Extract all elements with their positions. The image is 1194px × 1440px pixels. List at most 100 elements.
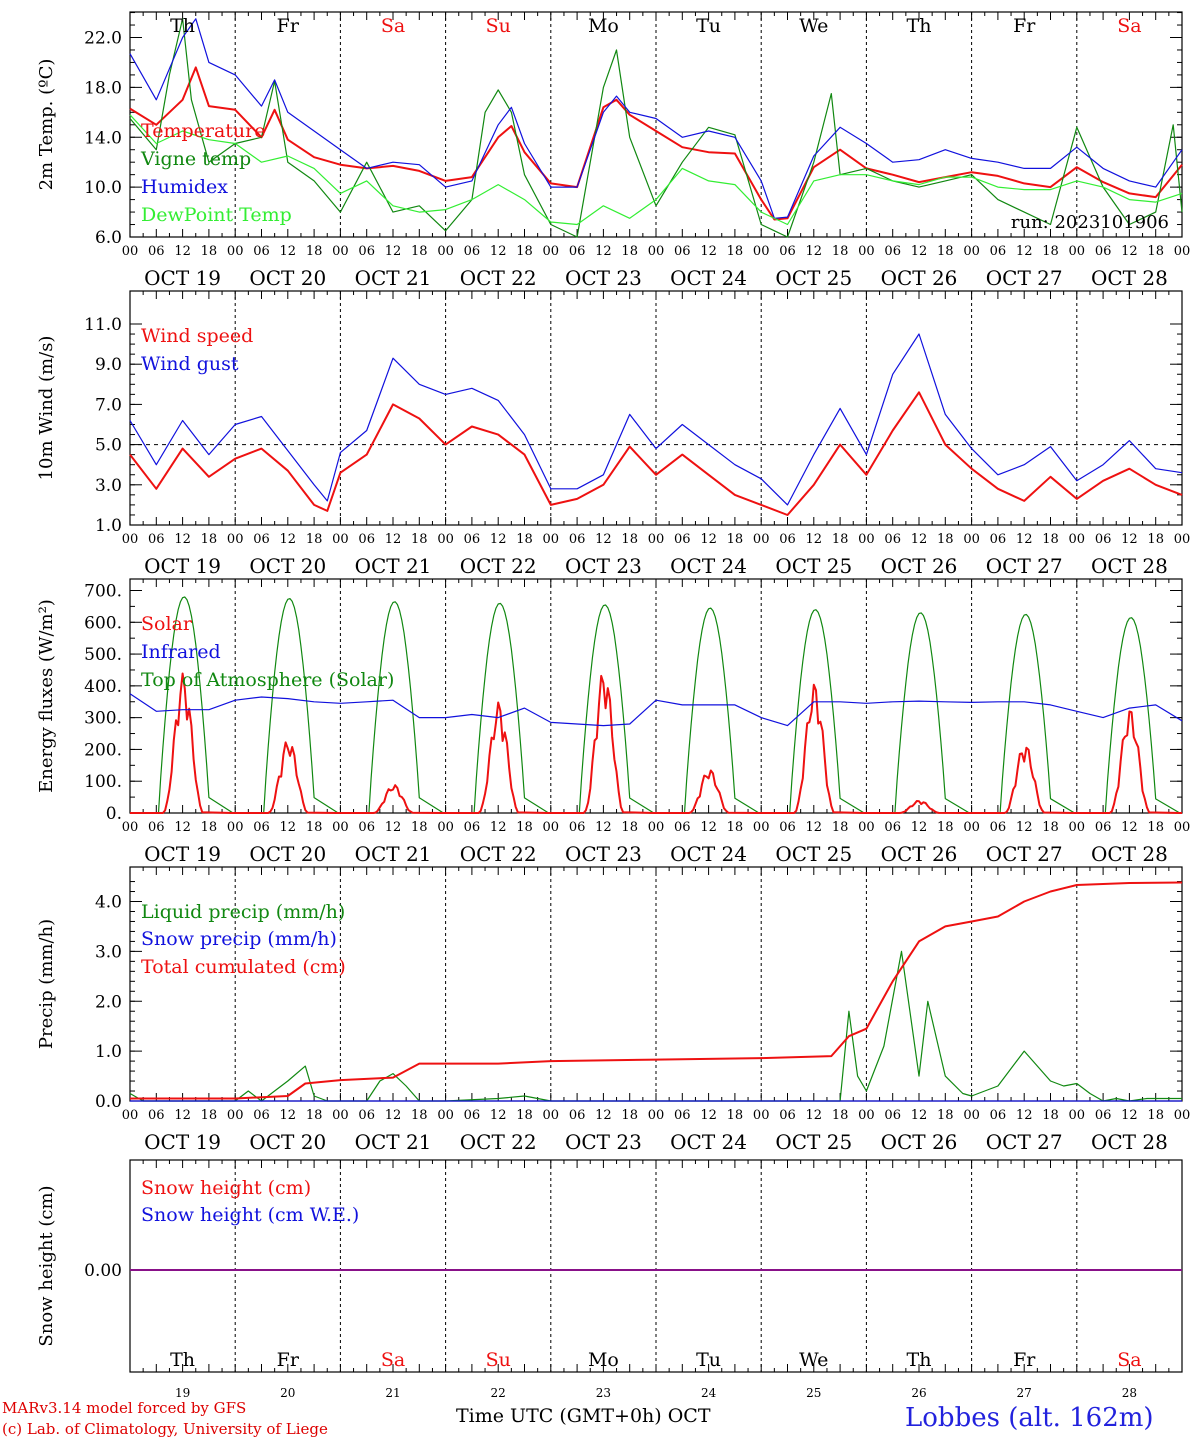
hour-tick-label: 06 (884, 820, 901, 835)
hour-tick-label: 12 (1016, 820, 1033, 835)
day-number-label: 23 (596, 1386, 611, 1400)
hour-tick-label: 12 (280, 532, 297, 547)
hour-tick-label: 06 (990, 244, 1007, 259)
hour-tick-label: 18 (201, 532, 218, 547)
y-tick-label: 11.0 (84, 315, 122, 335)
hour-tick-label: 12 (490, 244, 507, 259)
date-label: OCT 24 (670, 842, 747, 866)
model-credit: MARv3.14 model forced by GFS (2, 1399, 247, 1417)
hour-tick-label: 18 (937, 1108, 954, 1123)
y-tick-label: 500. (84, 645, 122, 665)
hour-tick-label: 06 (253, 820, 270, 835)
hour-tick-label: 00 (122, 244, 139, 259)
hour-tick-label: 18 (201, 244, 218, 259)
hour-tick-label: 06 (1095, 820, 1112, 835)
day-number-label: 21 (385, 1386, 400, 1400)
hour-tick-label: 18 (832, 532, 849, 547)
hour-tick-label: 18 (306, 244, 323, 259)
hour-tick-label: 12 (806, 820, 823, 835)
hour-tick-label: 06 (779, 820, 796, 835)
hour-tick-label: 12 (280, 820, 297, 835)
date-label: OCT 27 (986, 554, 1063, 578)
hour-tick-label: 06 (148, 820, 165, 835)
day-number-label: 22 (491, 1386, 506, 1400)
legend-1: Snow height (cm) (141, 1177, 311, 1199)
weekday-label: Fr (1013, 15, 1036, 37)
hour-tick-label: 06 (990, 820, 1007, 835)
y-tick-label: 100. (84, 772, 122, 792)
hour-tick-label: 06 (674, 820, 691, 835)
hour-tick-label: 00 (648, 532, 665, 547)
date-label: OCT 27 (986, 266, 1063, 290)
hour-tick-label: 00 (648, 1108, 665, 1123)
date-label: OCT 20 (249, 554, 326, 578)
weekday-label: Th (170, 1349, 195, 1371)
y-tick-label: 600. (84, 613, 122, 633)
weekday-label: Mo (588, 15, 619, 37)
y-tick-label: 3.0 (95, 476, 122, 496)
hour-tick-label: 00 (963, 820, 980, 835)
hour-tick-label: 12 (911, 820, 928, 835)
hour-tick-label: 00 (1174, 532, 1191, 547)
hour-tick-label: 00 (1069, 532, 1086, 547)
hour-tick-label: 06 (464, 532, 481, 547)
hour-tick-label: 18 (1042, 1108, 1059, 1123)
weekday-label: Su (486, 1349, 511, 1371)
hour-tick-label: 18 (621, 532, 638, 547)
weekday-label: Tu (696, 1349, 721, 1371)
date-label: OCT 24 (670, 266, 747, 290)
date-label: OCT 24 (670, 1130, 747, 1154)
date-label: OCT 19 (144, 266, 221, 290)
hour-tick-label: 00 (648, 244, 665, 259)
hour-tick-label: 00 (1069, 820, 1086, 835)
hour-tick-label: 00 (437, 244, 454, 259)
date-label: OCT 25 (775, 1130, 852, 1154)
hour-tick-label: 12 (700, 820, 717, 835)
hour-tick-label: 18 (937, 532, 954, 547)
date-label: OCT 26 (881, 1130, 958, 1154)
series-line-red (130, 672, 1182, 814)
hour-tick-label: 12 (385, 820, 402, 835)
hour-tick-label: 18 (411, 244, 428, 259)
date-label: OCT 22 (460, 842, 537, 866)
date-label: OCT 23 (565, 842, 642, 866)
y-axis-label: 2m Temp. (ºC) (36, 59, 57, 191)
hour-tick-label: 06 (1095, 244, 1112, 259)
date-label: OCT 25 (775, 842, 852, 866)
y-tick-label: 6.0 (95, 228, 122, 248)
y-tick-label: 22.0 (84, 29, 122, 49)
legend-2: Vigne temp (140, 148, 251, 170)
weekday-label: Su (486, 15, 511, 37)
series-line-lightgreen (129, 114, 1183, 226)
hour-tick-label: 12 (385, 532, 402, 547)
legend-1: Liquid precip (mm/h) (141, 901, 345, 923)
legend-2: Infrared (141, 641, 221, 663)
hour-tick-label: 00 (648, 820, 665, 835)
hour-tick-label: 00 (122, 532, 139, 547)
hour-tick-label: 00 (543, 1108, 560, 1123)
hour-tick-label: 18 (727, 244, 744, 259)
hour-tick-label: 00 (227, 244, 244, 259)
hour-tick-label: 06 (990, 1108, 1007, 1123)
hour-tick-label: 12 (174, 532, 191, 547)
hour-tick-label: 12 (806, 244, 823, 259)
hour-tick-label: 12 (385, 244, 402, 259)
station-label: Lobbes (alt. 162m) (905, 1403, 1154, 1433)
hour-tick-label: 12 (700, 244, 717, 259)
day-number-label: 27 (1017, 1386, 1032, 1400)
day-number-label: 20 (280, 1386, 295, 1400)
legend-4: DewPoint Temp (141, 204, 292, 226)
date-label: OCT 26 (881, 266, 958, 290)
hour-tick-label: 18 (937, 244, 954, 259)
date-label: OCT 28 (1091, 842, 1168, 866)
hour-tick-label: 00 (1174, 244, 1191, 259)
hour-tick-label: 00 (753, 244, 770, 259)
hour-tick-label: 06 (884, 1108, 901, 1123)
hour-tick-label: 18 (1147, 244, 1164, 259)
hour-tick-label: 12 (1121, 820, 1138, 835)
y-tick-label: 1.0 (95, 1042, 122, 1062)
y-axis-label: Snow height (cm) (36, 1185, 57, 1346)
weekday-label: Fr (1013, 1349, 1036, 1371)
y-tick-label: 300. (84, 709, 122, 729)
date-label: OCT 26 (881, 554, 958, 578)
